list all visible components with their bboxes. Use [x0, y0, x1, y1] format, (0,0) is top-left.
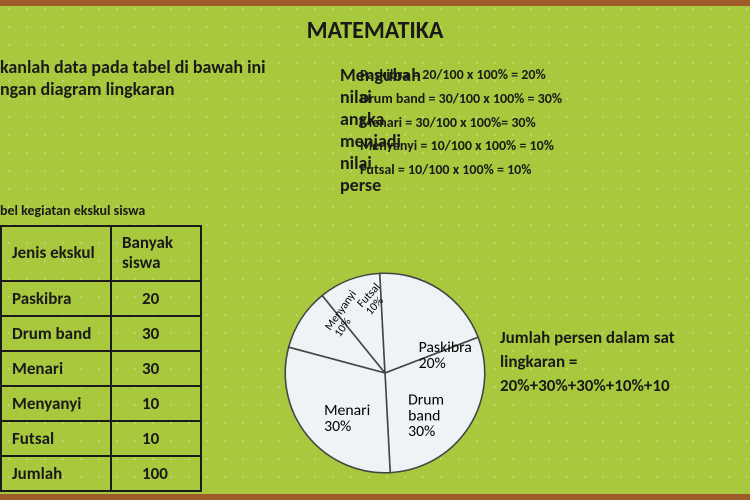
- table-row: Drum band30: [1, 316, 201, 351]
- instruction-line-2: ngan diagram lingkaran: [0, 78, 340, 100]
- cell-label: Futsal: [1, 421, 111, 456]
- calc-line: Futsal = 10/100 x 100% = 10%: [360, 158, 750, 182]
- cell-label: Drum band: [1, 316, 111, 351]
- table-row: Menyanyi10: [1, 386, 201, 421]
- ekskul-table: Jenis ekskul Banyak siswa Paskibra20 Dru…: [0, 225, 202, 492]
- table-header: Jenis ekskul Banyak siswa: [1, 226, 201, 281]
- instruction-line-1: kanlah data pada tabel di bawah ini: [0, 56, 340, 78]
- table-caption: bel kegiatan ekskul siswa: [0, 202, 340, 219]
- cell-value: 10: [111, 421, 201, 456]
- cell-label: Jumlah: [1, 456, 111, 491]
- cell-value: 10: [111, 386, 201, 421]
- calc-line: Menari = 30/100 x 100%= 30%: [360, 111, 750, 135]
- cell-value: 100: [111, 456, 201, 491]
- pie-chart: Paskibra20%Drumband30%Menari30%Menyanyi1…: [280, 268, 490, 483]
- calc-line: Menyanyi = 10/100 x 100% = 10%: [360, 134, 750, 158]
- calc-line: Drum band = 30/100 x 100% = 30%: [360, 87, 750, 111]
- col-header-2: Banyak siswa: [111, 226, 201, 281]
- col-header-1: Jenis ekskul: [1, 226, 111, 281]
- cell-value: 20: [111, 281, 201, 316]
- sum-text: Jumlah persen dalam sat lingkaran = 20%+…: [500, 326, 675, 397]
- table-row: Paskibra20: [1, 281, 201, 316]
- cell-label: Menyanyi: [1, 386, 111, 421]
- page-title: MATEMATIKA: [0, 6, 750, 53]
- table-row: Menari30: [1, 351, 201, 386]
- sum-line-2: lingkaran =: [500, 350, 675, 374]
- sum-line-3: 20%+30%+30%+10%+10: [500, 374, 675, 398]
- table-row: Jumlah100: [1, 456, 201, 491]
- cell-label: Paskibra: [1, 281, 111, 316]
- sum-line-1: Jumlah persen dalam sat: [500, 326, 675, 350]
- cell-value: 30: [111, 351, 201, 386]
- table-row: Futsal10: [1, 421, 201, 456]
- cell-label: Menari: [1, 351, 111, 386]
- cell-value: 30: [111, 316, 201, 351]
